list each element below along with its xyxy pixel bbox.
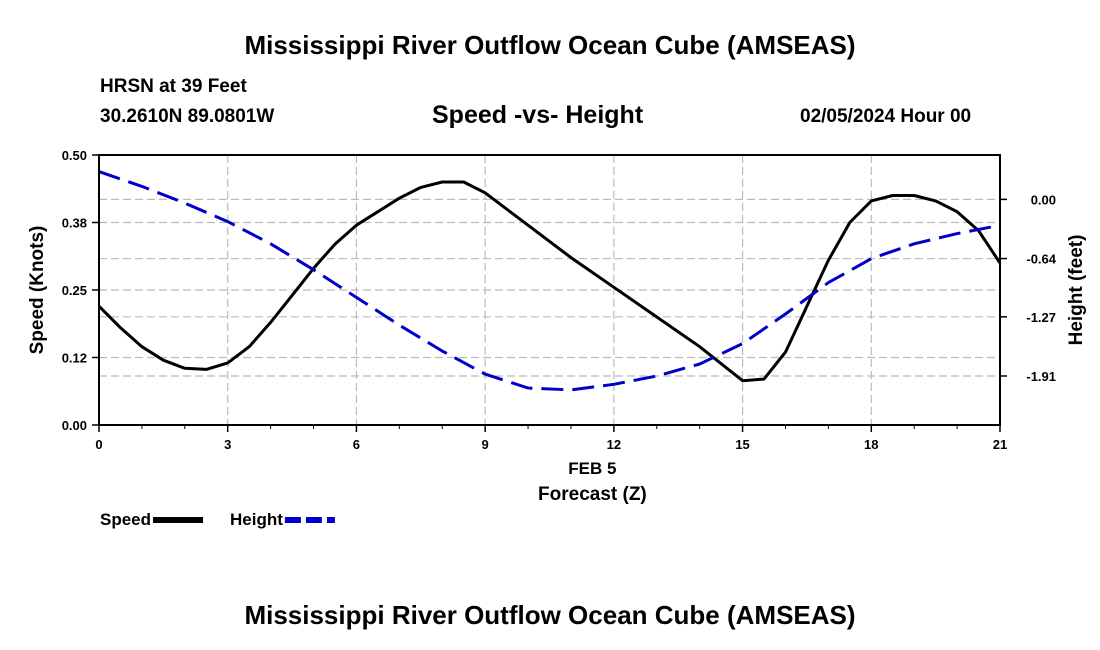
plot-frame [98,154,1001,426]
x-axis-label: Forecast (Z) [538,484,647,505]
series-line-height [98,170,1001,392]
legend-layer: Speed Height [100,510,335,529]
footer-title: Mississippi River Outflow Ocean Cube (AM… [244,600,856,630]
x-tick-label: 0 [95,437,102,452]
coordinates-label: 30.2610N 89.0801W [100,106,275,127]
x-tick-label: 9 [482,437,489,452]
date-label: FEB 5 [568,459,616,478]
chart-title: Speed -vs- Height [432,101,644,129]
y-tick-label-left: 0.25 [62,283,87,298]
y-tick-label-right: -1.27 [1026,310,1056,325]
datetime-label: 02/05/2024 Hour 00 [800,106,972,127]
x-tick-label: 6 [353,437,360,452]
grid-layer [99,154,1000,425]
y-tick-label-left: 0.12 [62,351,87,366]
x-tick-label: 18 [864,437,878,452]
station-label: HRSN at 39 Feet [100,76,247,97]
y-axis-label-right: Height (feet) [1066,235,1087,346]
legend-label-height: Height [230,510,283,529]
series-line-speed [97,180,1002,383]
y-axis-label-left: Speed (Knots) [27,226,48,355]
y-tick-label-right: 0.00 [1031,192,1056,207]
y-tick-label-right: -0.64 [1026,252,1056,267]
labels-layer: 0 3 6 9 12 15 18 21 0.00 0.12 0.25 0.38 0.50 0.00 -0.6… [27,148,1087,505]
x-tick-label: 15 [735,437,749,452]
x-tick-label: 12 [607,437,621,452]
ticks-layer [92,154,1007,432]
series-layer [97,170,1002,392]
x-tick-label: 3 [224,437,231,452]
main-title: Mississippi River Outflow Ocean Cube (AM… [244,30,856,60]
y-tick-label-left: 0.38 [62,216,87,231]
y-tick-label-left: 0.00 [62,418,87,433]
legend-label-speed: Speed [100,510,151,529]
y-tick-label-left: 0.50 [62,148,87,163]
x-tick-label: 21 [993,437,1007,452]
y-tick-label-right: -1.91 [1026,369,1056,384]
